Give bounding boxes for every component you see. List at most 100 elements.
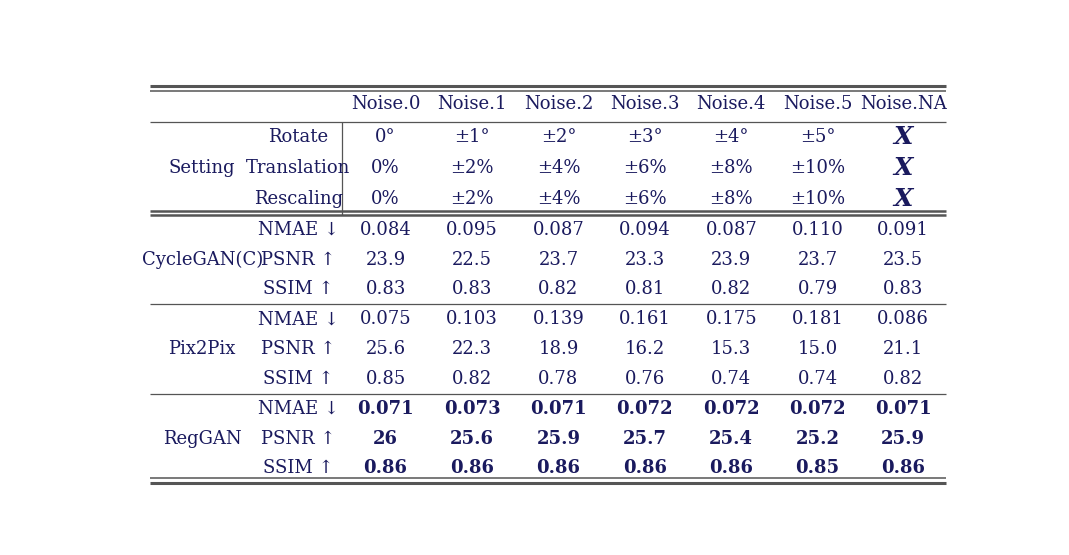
Text: 25.2: 25.2 bbox=[795, 430, 839, 447]
Text: ±6%: ±6% bbox=[623, 190, 667, 208]
Text: 23.7: 23.7 bbox=[539, 251, 578, 269]
Text: 18.9: 18.9 bbox=[539, 340, 578, 358]
Text: 0.81: 0.81 bbox=[624, 280, 665, 299]
Text: 0.087: 0.087 bbox=[706, 221, 757, 239]
Text: 22.5: 22.5 bbox=[452, 251, 492, 269]
Text: ±1°: ±1° bbox=[454, 128, 490, 147]
Text: 0.095: 0.095 bbox=[446, 221, 498, 239]
Text: 0.86: 0.86 bbox=[709, 460, 754, 477]
Text: ±10%: ±10% bbox=[790, 190, 846, 208]
Text: 0.86: 0.86 bbox=[537, 460, 580, 477]
Text: ±2%: ±2% bbox=[450, 190, 494, 208]
Text: 0.86: 0.86 bbox=[450, 460, 494, 477]
Text: ±3°: ±3° bbox=[628, 128, 663, 147]
Text: 23.9: 23.9 bbox=[366, 251, 406, 269]
Text: 0.094: 0.094 bbox=[619, 221, 670, 239]
Text: 25.9: 25.9 bbox=[537, 430, 580, 447]
Text: 0%: 0% bbox=[371, 190, 400, 208]
Text: 0.072: 0.072 bbox=[617, 400, 673, 418]
Text: 22.3: 22.3 bbox=[452, 340, 492, 358]
Text: 0.82: 0.82 bbox=[539, 280, 578, 299]
Text: ±2°: ±2° bbox=[541, 128, 576, 147]
Text: ±5°: ±5° bbox=[800, 128, 836, 147]
Text: Pix2Pix: Pix2Pix bbox=[169, 340, 236, 358]
Text: 0.072: 0.072 bbox=[789, 400, 846, 418]
Text: Noise.0: Noise.0 bbox=[351, 95, 420, 113]
Text: PSNR ↑: PSNR ↑ bbox=[261, 251, 336, 269]
Text: Setting: Setting bbox=[169, 159, 235, 178]
Text: 0.161: 0.161 bbox=[619, 310, 670, 328]
Text: ±4%: ±4% bbox=[537, 190, 580, 208]
Text: 25.9: 25.9 bbox=[881, 430, 925, 447]
Text: 0.091: 0.091 bbox=[878, 221, 929, 239]
Text: 15.0: 15.0 bbox=[797, 340, 838, 358]
Text: 23.3: 23.3 bbox=[624, 251, 665, 269]
Text: 0.85: 0.85 bbox=[795, 460, 840, 477]
Text: 0.82: 0.82 bbox=[452, 370, 492, 388]
Text: 0.071: 0.071 bbox=[357, 400, 414, 418]
Text: Noise.NA: Noise.NA bbox=[859, 95, 946, 113]
Text: Noise.1: Noise.1 bbox=[437, 95, 507, 113]
Text: ±4%: ±4% bbox=[537, 159, 580, 178]
Text: ±6%: ±6% bbox=[623, 159, 667, 178]
Text: 25.6: 25.6 bbox=[450, 430, 494, 447]
Text: 0.103: 0.103 bbox=[446, 310, 498, 328]
Text: X: X bbox=[894, 188, 913, 211]
Text: NMAE ↓: NMAE ↓ bbox=[258, 310, 339, 328]
Text: Noise.3: Noise.3 bbox=[610, 95, 680, 113]
Text: 23.9: 23.9 bbox=[711, 251, 752, 269]
Text: ±10%: ±10% bbox=[790, 159, 846, 178]
Text: PSNR ↑: PSNR ↑ bbox=[261, 430, 336, 447]
Text: 0.072: 0.072 bbox=[703, 400, 760, 418]
Text: 0.76: 0.76 bbox=[624, 370, 665, 388]
Text: 16.2: 16.2 bbox=[624, 340, 665, 358]
Text: 23.7: 23.7 bbox=[797, 251, 838, 269]
Text: 25.4: 25.4 bbox=[709, 430, 754, 447]
Text: X: X bbox=[894, 125, 913, 149]
Text: 23.5: 23.5 bbox=[883, 251, 924, 269]
Text: 0.83: 0.83 bbox=[452, 280, 492, 299]
Text: 0%: 0% bbox=[371, 159, 400, 178]
Text: 0.79: 0.79 bbox=[797, 280, 838, 299]
Text: ±2%: ±2% bbox=[450, 159, 494, 178]
Text: 0.139: 0.139 bbox=[532, 310, 585, 328]
Text: Translation: Translation bbox=[246, 159, 351, 178]
Text: 0.82: 0.82 bbox=[883, 370, 924, 388]
Text: Noise.2: Noise.2 bbox=[524, 95, 593, 113]
Text: 0.86: 0.86 bbox=[623, 460, 667, 477]
Text: 0.74: 0.74 bbox=[797, 370, 838, 388]
Text: Noise.4: Noise.4 bbox=[697, 95, 766, 113]
Text: 0.83: 0.83 bbox=[883, 280, 924, 299]
Text: Rescaling: Rescaling bbox=[253, 190, 343, 208]
Text: Noise.5: Noise.5 bbox=[783, 95, 852, 113]
Text: 0.071: 0.071 bbox=[874, 400, 931, 418]
Text: ±8%: ±8% bbox=[710, 190, 753, 208]
Text: 0.86: 0.86 bbox=[363, 460, 407, 477]
Text: 0.82: 0.82 bbox=[711, 280, 752, 299]
Text: 0°: 0° bbox=[375, 128, 396, 147]
Text: 0.110: 0.110 bbox=[792, 221, 843, 239]
Text: Rotate: Rotate bbox=[268, 128, 328, 147]
Text: SSIM ↑: SSIM ↑ bbox=[263, 460, 334, 477]
Text: SSIM ↑: SSIM ↑ bbox=[263, 280, 334, 299]
Text: X: X bbox=[894, 157, 913, 180]
Text: RegGAN: RegGAN bbox=[162, 430, 242, 447]
Text: 0.071: 0.071 bbox=[530, 400, 587, 418]
Text: 25.7: 25.7 bbox=[623, 430, 667, 447]
Text: 0.073: 0.073 bbox=[444, 400, 500, 418]
Text: CycleGAN(C): CycleGAN(C) bbox=[141, 250, 263, 269]
Text: 0.83: 0.83 bbox=[366, 280, 406, 299]
Text: 0.075: 0.075 bbox=[360, 310, 412, 328]
Text: SSIM ↑: SSIM ↑ bbox=[263, 370, 334, 388]
Text: 0.78: 0.78 bbox=[539, 370, 578, 388]
Text: 25.6: 25.6 bbox=[366, 340, 405, 358]
Text: ±4°: ±4° bbox=[713, 128, 749, 147]
Text: 0.086: 0.086 bbox=[878, 310, 929, 328]
Text: NMAE ↓: NMAE ↓ bbox=[258, 221, 339, 239]
Text: 0.86: 0.86 bbox=[881, 460, 925, 477]
Text: ±8%: ±8% bbox=[710, 159, 753, 178]
Text: 21.1: 21.1 bbox=[883, 340, 924, 358]
Text: 0.85: 0.85 bbox=[366, 370, 406, 388]
Text: 0.084: 0.084 bbox=[360, 221, 412, 239]
Text: 0.175: 0.175 bbox=[706, 310, 757, 328]
